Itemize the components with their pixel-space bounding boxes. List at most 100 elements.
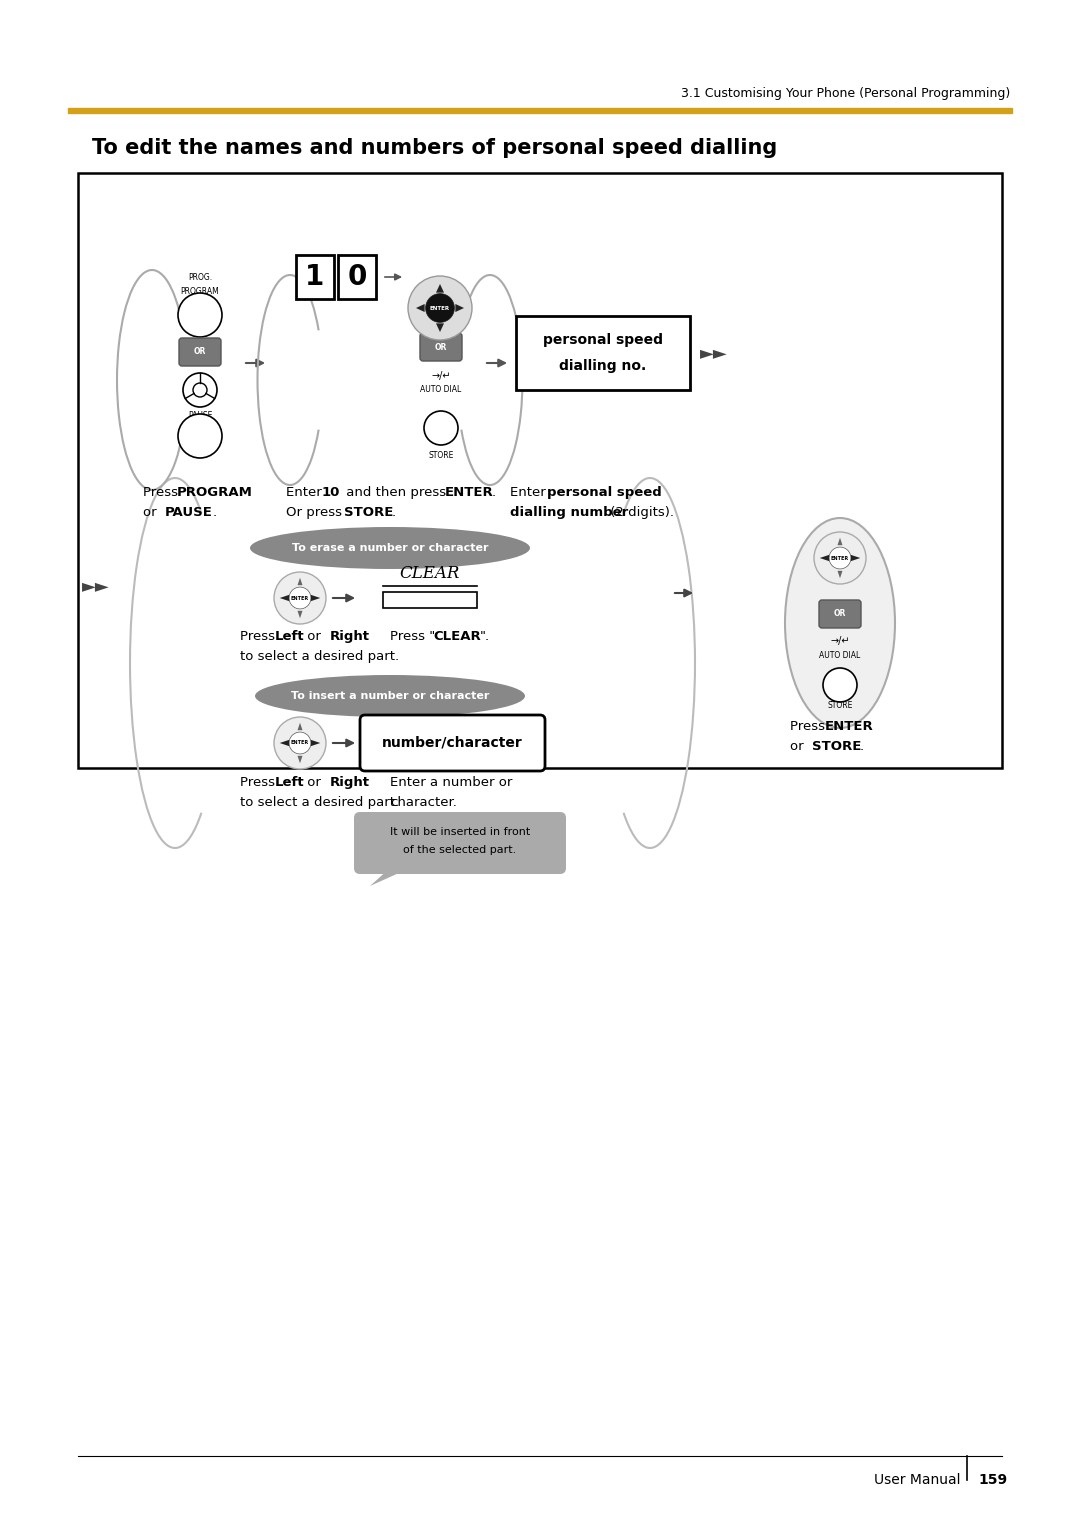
Text: ENTER: ENTER <box>831 556 849 561</box>
Text: Press: Press <box>789 720 829 733</box>
Text: Enter: Enter <box>510 486 550 500</box>
Circle shape <box>193 384 207 397</box>
FancyBboxPatch shape <box>354 811 566 874</box>
Text: CLEAR: CLEAR <box>433 630 481 643</box>
Text: character.: character. <box>390 796 457 808</box>
Ellipse shape <box>785 518 895 727</box>
Text: PROG.: PROG. <box>188 274 212 283</box>
Text: 0: 0 <box>348 263 367 290</box>
FancyBboxPatch shape <box>360 715 545 772</box>
Text: PAUSE: PAUSE <box>165 506 213 520</box>
Text: .: . <box>860 740 864 753</box>
Polygon shape <box>820 555 829 561</box>
Text: AUTO DIAL: AUTO DIAL <box>420 385 461 394</box>
Text: It will be inserted in front: It will be inserted in front <box>390 827 530 837</box>
Polygon shape <box>837 538 842 545</box>
Text: or: or <box>303 630 325 643</box>
Text: CLEAR: CLEAR <box>400 564 460 582</box>
Circle shape <box>424 411 458 445</box>
Polygon shape <box>456 304 464 312</box>
Polygon shape <box>311 740 321 746</box>
Text: to select a desired part.: to select a desired part. <box>240 649 400 663</box>
Polygon shape <box>416 304 424 312</box>
Text: Right: Right <box>330 630 370 643</box>
Text: To erase a number or character: To erase a number or character <box>292 542 488 553</box>
Circle shape <box>823 668 858 701</box>
Text: ENTER: ENTER <box>445 486 494 500</box>
Text: ENTER: ENTER <box>291 741 309 746</box>
Text: OR: OR <box>193 347 206 356</box>
Text: 10: 10 <box>322 486 340 500</box>
Polygon shape <box>297 611 302 619</box>
Text: Enter a number or: Enter a number or <box>390 776 512 788</box>
Circle shape <box>408 277 472 341</box>
Polygon shape <box>297 756 302 764</box>
Polygon shape <box>280 740 289 746</box>
Text: Enter: Enter <box>286 486 326 500</box>
Text: User Manual: User Manual <box>874 1473 960 1487</box>
FancyBboxPatch shape <box>819 601 861 628</box>
Text: 3.1 Customising Your Phone (Personal Programming): 3.1 Customising Your Phone (Personal Pro… <box>680 87 1010 99</box>
Text: or: or <box>789 740 808 753</box>
Polygon shape <box>297 578 302 585</box>
FancyBboxPatch shape <box>296 255 334 299</box>
Circle shape <box>829 547 851 568</box>
FancyBboxPatch shape <box>179 338 221 367</box>
Text: STORE: STORE <box>812 740 862 753</box>
Text: To edit the names and numbers of personal speed dialling: To edit the names and numbers of persona… <box>92 138 778 157</box>
Text: STORE: STORE <box>429 451 454 460</box>
Text: OR: OR <box>834 610 847 619</box>
Text: dialling no.: dialling no. <box>559 359 647 373</box>
Text: →/↵: →/↵ <box>831 636 850 646</box>
Bar <box>383 591 477 608</box>
Text: STORE: STORE <box>827 701 853 711</box>
Text: personal speed: personal speed <box>543 333 663 347</box>
FancyBboxPatch shape <box>338 255 376 299</box>
Text: Left: Left <box>275 776 305 788</box>
Text: →/↵: →/↵ <box>431 371 450 380</box>
Text: PAUSE: PAUSE <box>188 411 212 420</box>
Text: Or press: Or press <box>286 506 347 520</box>
Text: ENTER: ENTER <box>291 596 309 601</box>
Text: or: or <box>303 776 325 788</box>
Text: Left: Left <box>275 630 305 643</box>
Text: Press ": Press " <box>390 630 435 643</box>
Text: PROGRAM: PROGRAM <box>177 486 253 500</box>
Circle shape <box>814 532 866 584</box>
Circle shape <box>183 373 217 406</box>
Circle shape <box>426 293 455 322</box>
Text: AUTO DIAL: AUTO DIAL <box>820 651 861 660</box>
Text: To insert a number or character: To insert a number or character <box>291 691 489 701</box>
Circle shape <box>274 571 326 623</box>
Text: ►►: ►► <box>700 344 728 362</box>
Text: ►►: ►► <box>82 578 110 594</box>
Text: Press: Press <box>240 776 280 788</box>
Text: of the selected part.: of the selected part. <box>403 845 516 856</box>
Text: Press: Press <box>240 630 280 643</box>
Text: number/character: number/character <box>381 736 523 750</box>
Circle shape <box>289 732 311 753</box>
Polygon shape <box>370 868 410 886</box>
Text: to select a desired part.: to select a desired part. <box>240 796 400 808</box>
Ellipse shape <box>249 527 530 568</box>
Text: 1: 1 <box>306 263 325 290</box>
Text: PROGRAM: PROGRAM <box>180 287 219 295</box>
Polygon shape <box>851 555 861 561</box>
Polygon shape <box>436 324 444 332</box>
Polygon shape <box>837 571 842 578</box>
Text: or: or <box>143 506 161 520</box>
Text: OR: OR <box>435 342 447 351</box>
Polygon shape <box>280 594 289 601</box>
Text: ".: ". <box>480 630 490 643</box>
Text: .: . <box>492 486 496 500</box>
Circle shape <box>178 293 222 338</box>
Text: (2 digits).: (2 digits). <box>606 506 674 520</box>
Text: and then press: and then press <box>342 486 450 500</box>
FancyBboxPatch shape <box>420 333 462 361</box>
Polygon shape <box>297 723 302 730</box>
Circle shape <box>274 717 326 769</box>
Text: .: . <box>392 506 396 520</box>
Bar <box>68 108 1012 113</box>
Text: ENTER: ENTER <box>825 720 874 733</box>
FancyBboxPatch shape <box>516 316 690 390</box>
